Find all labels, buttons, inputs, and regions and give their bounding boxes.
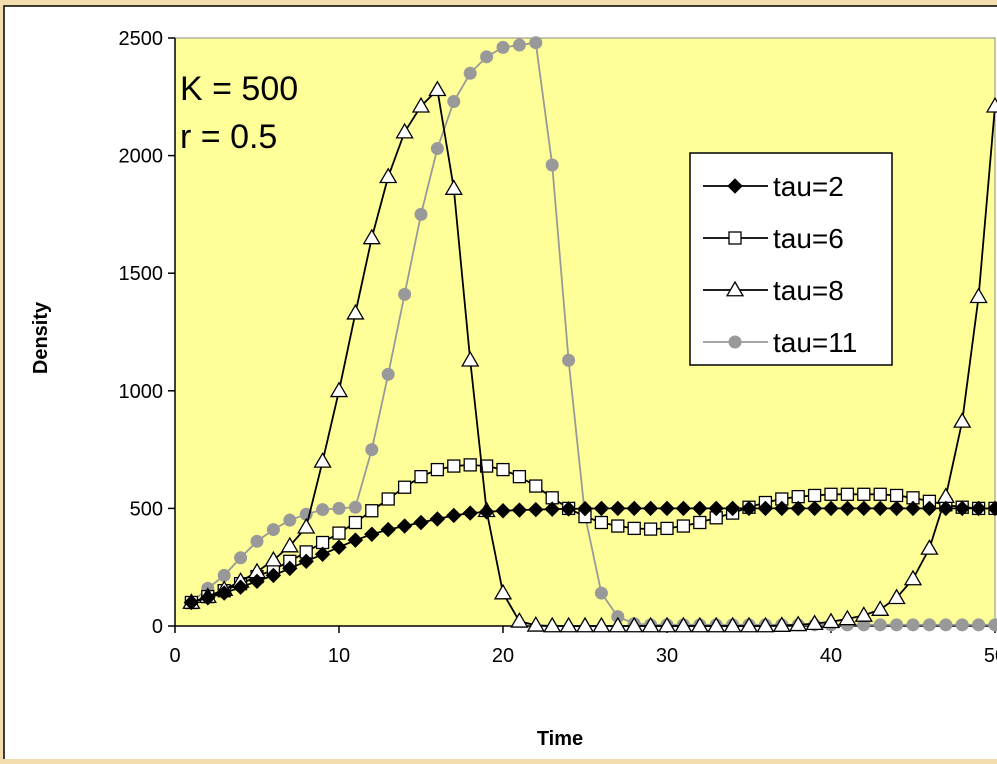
- x-tick-label: 0: [169, 645, 180, 667]
- y-tick-label: 2500: [119, 28, 164, 50]
- data-point-tau-11: [251, 535, 263, 547]
- data-point-tau-11: [497, 41, 509, 53]
- data-point-tau-6: [825, 488, 837, 500]
- data-point-tau-11: [874, 619, 886, 631]
- data-point-tau-6: [858, 488, 870, 500]
- data-point-tau-6: [661, 522, 673, 534]
- data-point-tau-6: [448, 460, 460, 472]
- data-point-tau-11: [235, 552, 247, 564]
- x-axis-label: Time: [537, 728, 583, 750]
- data-point-tau-11: [563, 354, 575, 366]
- data-point-tau-6: [513, 471, 525, 483]
- data-point-tau-11: [923, 619, 935, 631]
- y-axis-label: Density: [30, 301, 52, 374]
- data-point-tau-6: [333, 527, 345, 539]
- data-point-tau-6: [595, 517, 607, 529]
- data-point-tau-6: [382, 493, 394, 505]
- annotation-k: K = 500: [180, 70, 298, 108]
- legend: tau=2 tau=6 tau=8 tau=11: [690, 153, 892, 365]
- data-point-tau-6: [431, 464, 443, 476]
- data-point-tau-11: [973, 619, 985, 631]
- data-point-tau-11: [267, 524, 279, 536]
- y-tick-label: 500: [130, 498, 163, 520]
- data-point-tau-6: [677, 520, 689, 532]
- data-point-tau-11: [366, 444, 378, 456]
- data-point-tau-11: [513, 39, 525, 51]
- x-tick-label: 30: [656, 645, 678, 667]
- data-point-tau-6: [809, 489, 821, 501]
- x-tick-label: 10: [328, 645, 350, 667]
- data-point-tau-11: [891, 619, 903, 631]
- x-tick-label: 20: [492, 645, 514, 667]
- data-point-tau-6: [874, 488, 886, 500]
- y-tick-label: 0: [152, 616, 163, 638]
- data-point-tau-11: [382, 368, 394, 380]
- data-point-tau-11: [349, 501, 361, 513]
- data-point-tau-11: [956, 619, 968, 631]
- y-tick-label: 1000: [119, 381, 164, 403]
- data-point-tau-11: [530, 37, 542, 49]
- legend-label-tau-8: tau=8: [773, 275, 844, 306]
- data-point-tau-6: [366, 505, 378, 517]
- data-point-tau-6: [415, 471, 427, 483]
- data-point-tau-6: [612, 520, 624, 532]
- data-point-tau-11: [415, 208, 427, 220]
- data-point-tau-6: [841, 488, 853, 500]
- data-point-tau-11: [940, 619, 952, 631]
- data-point-tau-11: [333, 502, 345, 514]
- data-point-tau-11: [399, 288, 411, 300]
- data-point-tau-11: [317, 504, 329, 516]
- data-point-tau-11: [481, 51, 493, 63]
- data-point-tau-6: [891, 489, 903, 501]
- data-point-tau-6: [464, 459, 476, 471]
- legend-marker-tau-6: [729, 232, 741, 244]
- x-tick-label: 50: [984, 645, 997, 667]
- data-point-tau-11: [218, 569, 230, 581]
- data-point-tau-6: [628, 522, 640, 534]
- legend-label-tau-11: tau=11: [773, 327, 857, 358]
- data-point-tau-11: [284, 514, 296, 526]
- data-point-tau-6: [530, 480, 542, 492]
- annotation-r: r = 0.5: [180, 118, 277, 156]
- data-point-tau-6: [645, 523, 657, 535]
- data-point-tau-6: [497, 464, 509, 476]
- data-point-tau-11: [448, 96, 460, 108]
- x-tick-label: 40: [820, 645, 842, 667]
- data-point-tau-11: [595, 587, 607, 599]
- legend-label-tau-6: tau=6: [773, 223, 844, 254]
- legend-marker-tau-11: [729, 336, 741, 348]
- y-tick-label: 2000: [119, 146, 164, 168]
- y-tick-label: 1500: [119, 263, 164, 285]
- data-point-tau-11: [546, 159, 558, 171]
- data-point-tau-6: [349, 517, 361, 529]
- data-point-tau-11: [464, 67, 476, 79]
- legend-label-tau-2: tau=2: [773, 171, 844, 202]
- data-point-tau-11: [907, 619, 919, 631]
- data-point-tau-6: [399, 481, 411, 493]
- data-point-tau-11: [431, 143, 443, 155]
- data-point-tau-11: [989, 619, 997, 631]
- data-point-tau-6: [694, 517, 706, 529]
